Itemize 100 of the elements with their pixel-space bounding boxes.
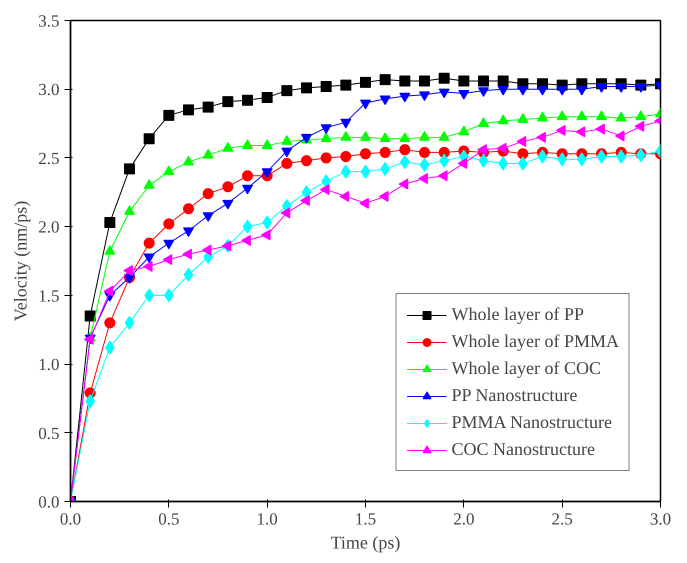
point (144, 253, 155, 264)
point (498, 75, 509, 86)
x-tick-label: 2.5 (552, 510, 573, 528)
point (398, 178, 408, 190)
point (399, 132, 410, 142)
point (241, 234, 251, 246)
point (556, 86, 568, 96)
point (222, 96, 234, 108)
point (242, 184, 253, 194)
point (536, 132, 546, 143)
point (262, 168, 273, 178)
point (340, 131, 352, 141)
y-tick-label: 0.5 (38, 424, 60, 443)
point (458, 75, 470, 86)
point (163, 165, 174, 176)
point (340, 80, 352, 91)
point (281, 158, 292, 169)
point (144, 179, 155, 189)
point (300, 195, 310, 206)
point (595, 124, 605, 135)
point (123, 265, 133, 276)
point (202, 212, 214, 222)
point (202, 188, 214, 200)
legend-label: Whole layer of COC (452, 358, 601, 379)
point (222, 181, 234, 192)
point (84, 310, 96, 322)
point (162, 254, 172, 266)
point (182, 248, 192, 260)
point (614, 130, 625, 142)
point (478, 75, 489, 86)
y-tick-label: 3.5 (38, 12, 60, 30)
point (340, 118, 352, 128)
point (242, 170, 253, 182)
point (202, 102, 214, 113)
point (537, 86, 548, 96)
point (498, 86, 509, 96)
point (144, 238, 155, 249)
point (104, 245, 116, 255)
point (320, 132, 332, 142)
point (419, 91, 430, 101)
point (280, 207, 290, 218)
point (419, 75, 430, 86)
x-tick-label: 2.0 (453, 510, 474, 528)
point (517, 113, 528, 123)
point (144, 133, 155, 144)
y-tick-label: 1.0 (38, 355, 60, 374)
y-axis-title: Velocity (nm/ps) (10, 200, 30, 322)
point (301, 155, 312, 166)
point (498, 114, 509, 124)
point (556, 110, 568, 120)
point (399, 144, 410, 156)
y-tick-label: 2.0 (38, 218, 60, 237)
legend-label: PP Nanostructure (452, 385, 578, 406)
point (576, 110, 588, 120)
point (242, 94, 253, 106)
point (576, 86, 588, 96)
point (458, 90, 470, 100)
x-tick-label: 3.0 (650, 510, 672, 528)
point (360, 76, 371, 88)
point (260, 229, 271, 240)
point (124, 205, 135, 215)
point (438, 170, 448, 182)
point (142, 260, 153, 272)
point (281, 148, 292, 158)
point (576, 126, 586, 138)
point (399, 75, 410, 86)
point (596, 110, 607, 120)
point (163, 110, 174, 121)
x-tick-label: 0.0 (60, 510, 82, 528)
point (340, 151, 352, 162)
point (104, 217, 116, 228)
point (320, 152, 332, 164)
point (419, 131, 430, 141)
point (635, 110, 646, 120)
point (104, 286, 114, 297)
point (517, 86, 528, 96)
point (517, 148, 528, 160)
point (301, 82, 312, 94)
point (163, 218, 174, 230)
point (320, 124, 332, 134)
point (378, 190, 389, 202)
point (634, 120, 644, 132)
point (478, 87, 489, 97)
y-tick-label: 1.5 (38, 286, 60, 306)
point (104, 317, 116, 328)
point (418, 173, 428, 184)
point (516, 136, 526, 147)
point (477, 144, 487, 156)
point (458, 158, 468, 169)
point (320, 80, 332, 92)
x-axis-title: Time (ps) (330, 532, 400, 552)
y-tick-label: 0.0 (38, 492, 60, 512)
point (222, 142, 234, 152)
point (202, 244, 212, 256)
point (202, 148, 214, 159)
point (556, 124, 566, 136)
point (419, 146, 430, 158)
point (380, 132, 391, 142)
point (380, 146, 391, 158)
point (458, 126, 470, 136)
